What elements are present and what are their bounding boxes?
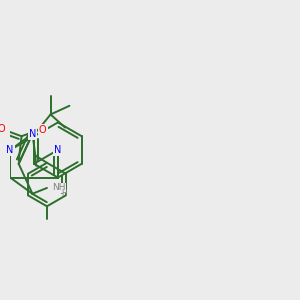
- Text: O: O: [39, 125, 46, 135]
- Text: N: N: [54, 145, 61, 155]
- Text: N: N: [7, 145, 14, 155]
- Text: O: O: [0, 124, 5, 134]
- Text: NH: NH: [52, 183, 65, 192]
- Text: N: N: [29, 129, 36, 139]
- Text: H: H: [61, 189, 67, 198]
